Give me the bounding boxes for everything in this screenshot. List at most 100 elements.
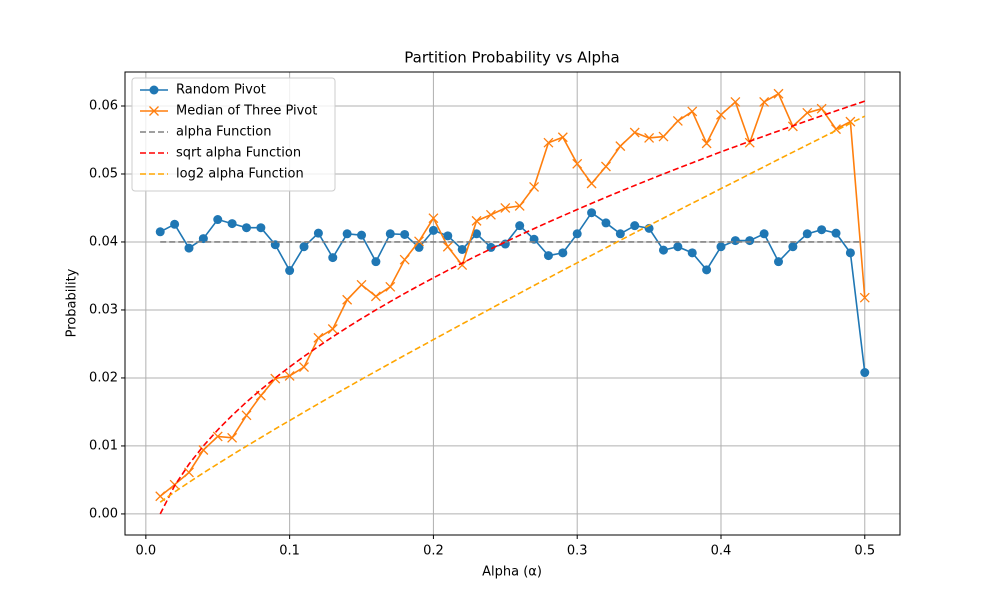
legend-marker	[149, 85, 159, 95]
point	[759, 96, 770, 107]
point	[385, 229, 395, 239]
point	[658, 245, 668, 255]
point	[457, 260, 468, 271]
point	[399, 254, 410, 265]
point	[802, 107, 813, 118]
y-tick-label: 0.01	[89, 438, 118, 453]
point	[212, 431, 223, 442]
y-tick-label: 0.05	[89, 166, 118, 181]
point	[672, 115, 683, 126]
point	[327, 324, 338, 334]
point	[514, 200, 525, 211]
point	[515, 221, 525, 231]
point	[558, 248, 568, 258]
point	[284, 370, 295, 381]
point	[442, 241, 453, 252]
point	[486, 242, 496, 252]
point	[184, 467, 194, 478]
point	[745, 236, 755, 246]
point	[816, 103, 827, 114]
point	[313, 332, 324, 343]
series-line	[159, 100, 866, 515]
point	[572, 158, 583, 169]
point	[241, 410, 252, 421]
point	[370, 291, 381, 302]
point	[472, 229, 482, 239]
chart-title: Partition Probability vs Alpha	[404, 49, 619, 67]
point	[198, 234, 208, 244]
point	[730, 236, 740, 246]
y-tick-label: 0.04	[89, 234, 118, 249]
point	[572, 229, 582, 239]
point	[644, 132, 655, 143]
point	[845, 248, 855, 258]
point	[543, 137, 554, 148]
point	[802, 229, 812, 239]
legend-label: Median of Three Pivot	[176, 104, 317, 119]
x-axis-label: Alpha (α)	[482, 565, 542, 580]
point	[529, 181, 540, 192]
legend: Random Pivot Median of Three Pivot alpha F…	[131, 77, 336, 192]
y-tick-label: 0.02	[89, 370, 118, 385]
point	[557, 132, 568, 143]
legend-box	[131, 77, 336, 192]
legend-label: Random Pivot	[176, 83, 266, 98]
point	[701, 138, 712, 149]
point	[759, 229, 769, 239]
plot-area: 0.0 0.1 0.2 0.3 0.4 0.5 0.00 0.01 0.02 0.03 0.04 0.…	[89, 71, 901, 559]
point	[586, 178, 597, 189]
y-tick-label: 0.00	[89, 506, 118, 521]
point	[328, 253, 338, 263]
point	[859, 292, 870, 303]
point	[817, 225, 827, 235]
point	[615, 141, 626, 152]
point	[400, 229, 410, 239]
point	[241, 223, 251, 233]
series-line	[159, 92, 866, 497]
point	[342, 294, 353, 305]
point	[774, 257, 784, 267]
y-tick-label: 0.06	[89, 98, 118, 113]
point	[702, 265, 712, 275]
point	[371, 257, 381, 267]
point	[342, 229, 352, 239]
point	[313, 228, 323, 238]
point	[213, 215, 223, 225]
point	[227, 219, 237, 229]
point	[256, 223, 266, 233]
point	[299, 242, 309, 252]
point	[443, 231, 453, 241]
point	[385, 281, 396, 292]
point	[673, 242, 683, 252]
legend-label: alpha Function	[176, 125, 271, 140]
point	[630, 221, 640, 231]
point	[543, 251, 553, 261]
x-tick-label: 0.4	[711, 544, 732, 559]
point	[170, 219, 180, 229]
point	[716, 109, 726, 120]
point	[184, 243, 194, 253]
point	[357, 230, 367, 240]
legend-marker	[149, 106, 159, 116]
point	[227, 432, 238, 443]
point	[687, 106, 698, 117]
plot-frame	[124, 71, 901, 536]
x-tick-label: 0.0	[136, 544, 157, 559]
point	[299, 362, 309, 373]
point	[485, 209, 496, 220]
point	[601, 161, 611, 172]
x-tick-label: 0.3	[567, 544, 588, 559]
point	[428, 225, 438, 235]
y-axis-label: Probability	[65, 268, 80, 337]
point	[587, 208, 597, 218]
point	[831, 228, 841, 238]
point	[615, 229, 625, 239]
x-tick-label: 0.2	[423, 544, 444, 559]
x-tick-label: 0.1	[279, 544, 300, 559]
point	[428, 213, 439, 224]
point	[414, 236, 424, 247]
point	[471, 215, 482, 226]
y-tick-label: 0.03	[89, 302, 118, 317]
point	[198, 445, 209, 455]
